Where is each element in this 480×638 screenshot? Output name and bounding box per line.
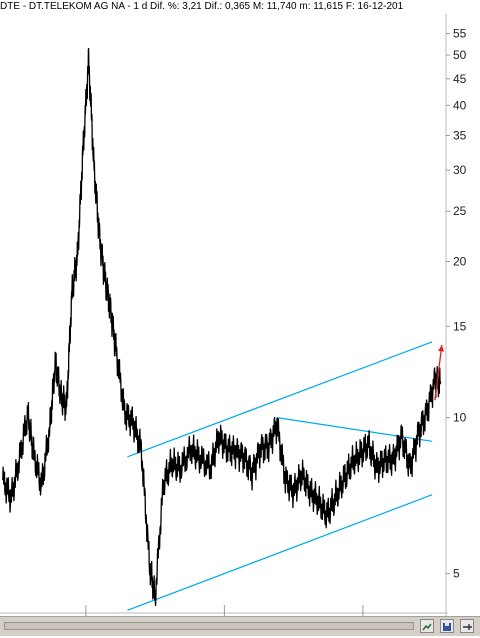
price-point [154,596,156,599]
price-point [276,423,278,426]
price-point [392,458,395,461]
price-point [198,456,201,458]
price-point [71,290,73,293]
price-point [170,461,173,464]
price-point [267,445,270,448]
y-tick-label: 40 [453,98,467,112]
y-tick-label: 20 [453,254,467,268]
price-point [98,239,101,241]
price-point [218,435,220,438]
price-point [434,379,436,382]
price-point [384,458,386,461]
price-point [284,478,287,481]
price-point [439,381,442,384]
chart-scrollbar[interactable] [4,622,414,630]
price-point [190,448,192,450]
price-point [132,421,134,423]
price-point [417,433,420,435]
y-tick-label: 25 [453,204,467,218]
price-point [148,564,151,566]
trendlines-layer [127,341,433,611]
y-tick-label: 10 [453,411,467,425]
price-point [93,169,95,171]
price-point [292,490,295,493]
price-point [60,395,62,397]
price-point [301,472,303,475]
y-tick-label: 35 [453,128,467,142]
price-point [49,425,51,428]
price-point [26,412,29,414]
arrow-head [438,345,445,352]
save-icon[interactable] [440,619,454,633]
price-point [65,405,68,408]
price-point [140,448,143,450]
price-point [359,453,361,456]
y-tick-label: 30 [453,163,467,177]
price-point [375,467,378,469]
price-point [110,310,112,313]
price-point [367,443,370,445]
price-point [179,467,181,469]
price-point [1,478,4,481]
arrow-layer [434,344,445,401]
price-point [409,467,411,469]
arrow-shaft [434,344,443,401]
trendline [127,494,433,611]
price-point [82,147,84,150]
pin-icon[interactable] [460,619,474,633]
price-point [317,500,320,502]
price-point [18,458,21,461]
price-point [326,513,328,516]
price-point [259,448,262,450]
price-point [425,412,428,414]
y-tick-label: 5 [453,567,460,581]
price-chart: 510152025303540455055200020052010 [0,14,467,616]
y-tick-label: 50 [453,48,467,62]
price-point [242,456,245,458]
price-point [54,361,57,363]
y-tick-label: 15 [453,319,467,333]
price-point [76,254,79,256]
chart-title: DTE - DT.TELEKOM AG NA - 1 d Dif. %: 3,2… [0,0,448,14]
chart-tool-icon[interactable] [420,619,434,633]
price-point [115,350,118,353]
price-point [234,450,237,453]
price-point [342,478,345,481]
price-line [2,47,442,607]
price-point [309,490,312,493]
price-point [10,497,12,499]
price-point [123,412,126,414]
price-point [400,435,403,438]
y-tick-label: 55 [453,27,467,41]
y-tick-label: 45 [453,72,467,86]
bottom-toolbar [0,616,480,636]
price-point [334,497,336,499]
trendline [276,417,433,442]
price-point [104,279,107,282]
price-layer [1,47,442,607]
ticks-layer: 510152025303540455055200020052010 [85,27,467,616]
price-point [87,58,90,61]
price-point [251,472,253,475]
price-point [162,481,165,484]
price-point [209,467,212,469]
price-point [32,450,35,453]
price-point [226,448,228,450]
price-point [40,484,43,487]
price-point [351,461,353,464]
trendline [127,341,433,458]
